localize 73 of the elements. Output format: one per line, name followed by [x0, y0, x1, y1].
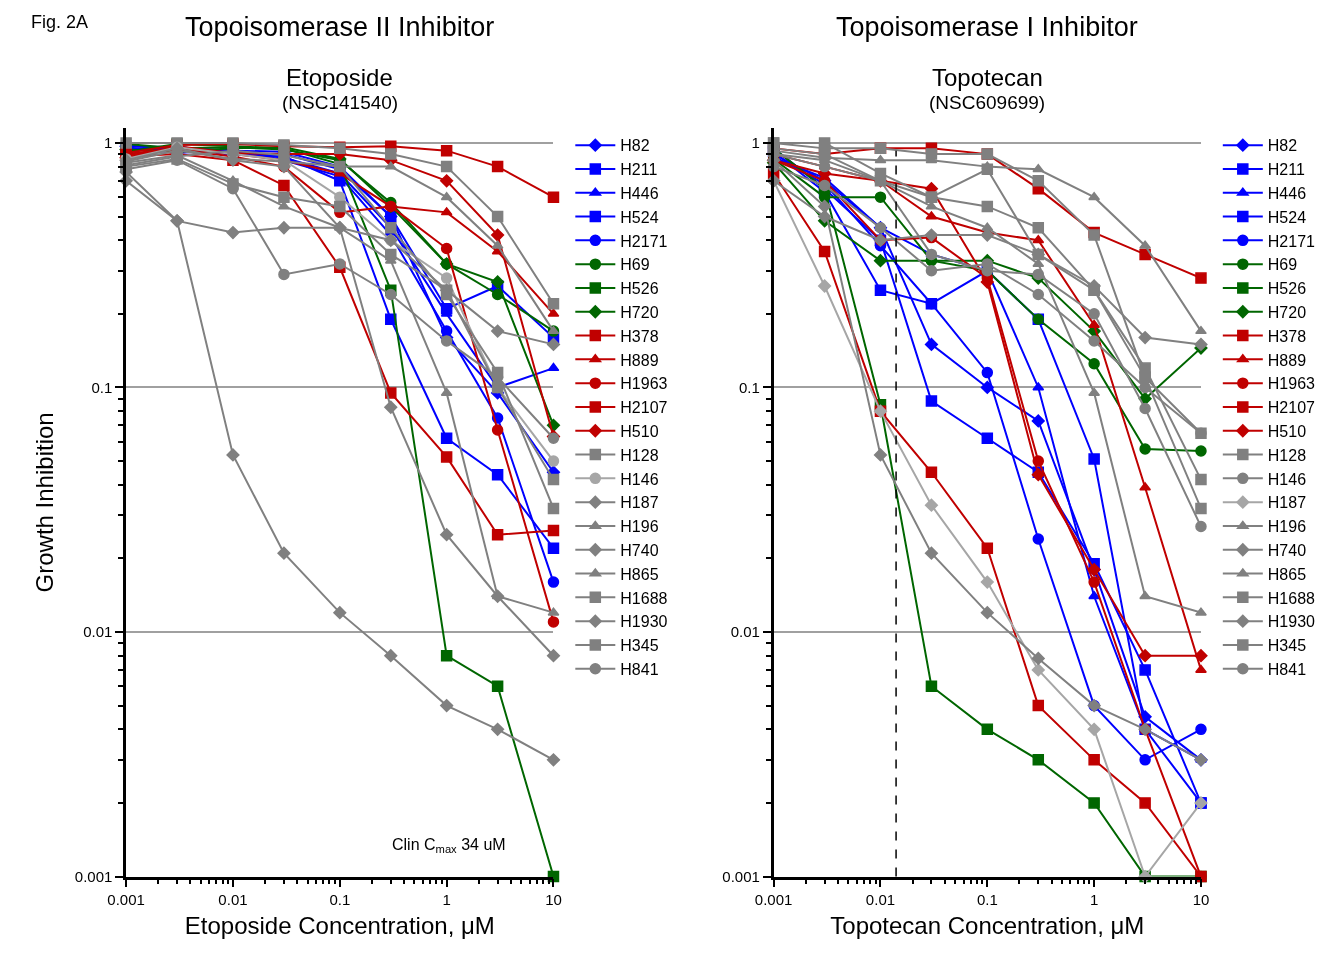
x-tick-label: 0.01 [865, 891, 896, 909]
x-tick-label: 0.001 [754, 891, 793, 909]
x-axis-title: Etoposide Concentration, μM [184, 911, 495, 939]
legend-label: H1963 [1267, 375, 1316, 393]
caption: Fig. 2A [31, 12, 89, 32]
legend-label: H1930 [1267, 613, 1316, 631]
legend-label: H211 [1267, 161, 1305, 179]
legend-label: H69 [620, 256, 650, 274]
x-tick-label: 0.1 [329, 891, 351, 909]
x-tick-label: 0.001 [107, 891, 145, 909]
legend-label: H146 [1267, 470, 1307, 488]
legend-label: H128 [1267, 446, 1307, 464]
legend-label: H865 [1267, 565, 1307, 583]
y-axis-title: Growth Inhibition [30, 412, 58, 593]
chart-title: Topoisomerase II Inhibitor [185, 12, 495, 42]
legend-label: H1963 [620, 375, 668, 393]
chart-subtitle: Topotecan (NSC609699) [929, 64, 1046, 113]
x-tick-label: 0.1 [976, 891, 998, 909]
chart-subtitle: Etoposide (NSC141540) [282, 64, 399, 113]
y-tick-label: 0.01 [730, 623, 760, 641]
legend-label: H187 [620, 494, 659, 512]
legend-label: H1688 [620, 589, 668, 607]
legend-label: H446 [620, 184, 659, 202]
legend-label: H510 [1267, 422, 1307, 440]
legend-label: H1688 [1267, 589, 1316, 607]
legend-label: H1930 [620, 613, 668, 631]
legend-label: H69 [1267, 256, 1298, 274]
legend-label: H510 [620, 422, 659, 440]
legend-label: H196 [1267, 518, 1307, 536]
legend-label: H740 [620, 541, 659, 559]
y-tick-label: 1 [104, 134, 113, 152]
legend-label: H378 [1267, 327, 1307, 345]
legend-label: H446 [1267, 184, 1307, 202]
legend-label: H841 [620, 660, 659, 678]
legend-label: H82 [620, 137, 650, 155]
legend-label: H211 [620, 161, 658, 179]
legend-label: H128 [620, 446, 659, 464]
legend-label: H196 [620, 518, 659, 536]
legend-label: H865 [620, 565, 659, 583]
x-tick-label: 1 [1089, 891, 1099, 909]
legend-label: H345 [1267, 637, 1307, 655]
legend-label: H2107 [620, 399, 668, 417]
legend-label: H720 [1267, 303, 1307, 321]
x-tick-label: 0.01 [218, 891, 248, 909]
y-tick-label: 0.001 [74, 867, 113, 885]
y-tick-label: 0.1 [91, 378, 113, 396]
legend-label: H187 [1267, 494, 1307, 512]
legend-label: H720 [620, 303, 659, 321]
x-tick-label: 10 [545, 891, 562, 909]
chart-title: Topoisomerase I Inhibitor [836, 12, 1138, 42]
y-tick-label: 1 [751, 134, 760, 152]
y-tick-label: 0.1 [739, 378, 760, 396]
x-tick-label: 10 [1192, 891, 1210, 909]
legend-label: H345 [620, 637, 659, 655]
legend-label: H146 [620, 470, 659, 488]
annotation: Clin C$_{max}$ 34 uM [392, 836, 506, 856]
legend-label: H378 [620, 327, 659, 345]
legend-label: H889 [620, 351, 659, 369]
x-axis-title: Topotecan Concentration, μM [830, 911, 1145, 939]
x-tick-label: 1 [442, 891, 451, 909]
y-tick-label: 0.001 [722, 867, 760, 885]
legend-label: H2107 [1267, 399, 1316, 417]
legend-label: H526 [1267, 280, 1307, 298]
legend-label: H2171 [620, 232, 668, 250]
legend-label: H82 [1267, 137, 1298, 155]
legend-label: H524 [1267, 208, 1307, 226]
legend-label: H526 [620, 280, 659, 298]
legend-label: H740 [1267, 541, 1307, 559]
legend-label: H2171 [1267, 232, 1316, 250]
legend-label: H841 [1267, 660, 1307, 678]
legend-label: H889 [1267, 351, 1307, 369]
y-tick-label: 0.01 [83, 623, 113, 641]
legend-label: H524 [620, 208, 659, 226]
